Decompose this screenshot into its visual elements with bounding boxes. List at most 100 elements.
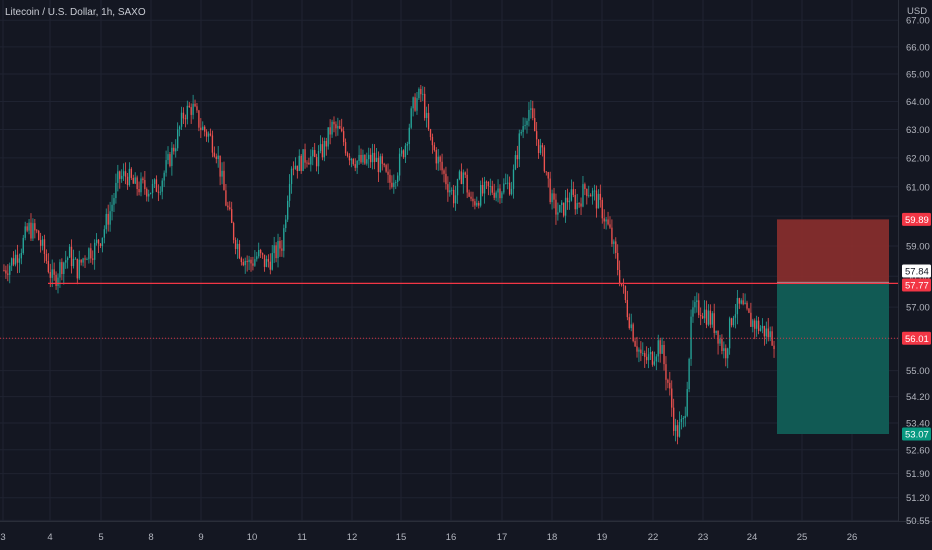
candle-body (665, 364, 667, 380)
candle-body (566, 197, 569, 203)
price-tag-entry (902, 278, 931, 292)
candle-body (5, 270, 7, 274)
x-tick-label: 18 (547, 532, 558, 543)
candle-body (435, 150, 437, 164)
x-tick-label: 22 (648, 532, 659, 543)
x-tick-label: 17 (497, 532, 508, 543)
candle-body (447, 184, 449, 193)
candle-body (617, 252, 619, 271)
candle-body (499, 188, 501, 199)
x-tick-label: 24 (747, 532, 758, 543)
candle-body (445, 173, 447, 185)
candle-body (750, 312, 752, 327)
price-tag-stop (902, 212, 931, 226)
position-zones[interactable] (777, 219, 889, 435)
candle-body (97, 239, 100, 244)
candle-body (192, 103, 194, 115)
candle-body (541, 145, 544, 148)
candle-body (518, 133, 520, 160)
price-tag-label-entry: 57.77 (905, 281, 929, 292)
candle-body (512, 169, 515, 189)
candle-body (194, 103, 196, 107)
price-tag-current (902, 331, 931, 345)
candle-body (763, 325, 766, 337)
candle-body (383, 163, 385, 166)
candle-body (404, 145, 407, 158)
candle-body (688, 359, 690, 390)
candle-body (288, 184, 291, 201)
candle-body (449, 190, 451, 193)
x-tick-label: 16 (446, 532, 457, 543)
level-lines[interactable] (0, 282, 898, 339)
candle-body (418, 88, 420, 99)
candle-body (441, 161, 443, 171)
candle-body (348, 156, 351, 161)
candle-body (358, 154, 360, 161)
candle-body (460, 171, 463, 184)
candle-body (696, 300, 698, 303)
candle-body (692, 307, 694, 317)
candle-body (38, 230, 40, 241)
candle-body (723, 348, 725, 351)
candle-body (63, 262, 65, 274)
candle-body (420, 88, 422, 95)
candle-body (439, 156, 441, 162)
candle-body (562, 202, 565, 216)
candle-body (725, 348, 727, 359)
price-tag-label-mid: 57.84 (905, 267, 929, 278)
candle-body (425, 112, 428, 118)
y-tick-label: 55.00 (906, 366, 930, 377)
candle-body (694, 302, 696, 308)
x-tick-label: 5 (98, 532, 103, 543)
candle-body (680, 419, 683, 422)
candle-body (16, 254, 19, 263)
candle-body (325, 140, 327, 147)
candle-body (647, 354, 650, 361)
candle-body (155, 179, 158, 192)
candle-body (489, 186, 492, 187)
candle-body (86, 259, 88, 261)
candle-body (431, 137, 434, 146)
candle-body (7, 273, 9, 275)
candle-body (180, 112, 183, 127)
candle-body (292, 168, 295, 170)
candle-body (721, 338, 723, 351)
candle-body (99, 243, 102, 247)
candle-body (261, 253, 264, 255)
x-tick-label: 25 (797, 532, 808, 543)
candle-body (61, 262, 63, 274)
candle-body (603, 218, 605, 222)
candle-body (285, 219, 287, 229)
stop-loss-zone[interactable] (777, 219, 889, 284)
candle-body (634, 341, 636, 347)
candle-body (433, 145, 436, 151)
candle-body (49, 272, 51, 278)
candle-body (501, 192, 503, 199)
candle-body (173, 147, 175, 152)
candle-body (601, 199, 603, 219)
take-profit-zone[interactable] (777, 283, 889, 435)
candle-body (379, 156, 381, 173)
price-tag-mid (902, 264, 931, 278)
candle-body (84, 258, 86, 260)
candle-body (719, 338, 721, 344)
currency-label: USD (907, 6, 927, 17)
candle-body (557, 212, 559, 215)
candle-body (684, 415, 686, 419)
candle-body (121, 175, 123, 179)
candle-body (242, 262, 244, 266)
candle-body (200, 127, 202, 130)
candle-body (740, 300, 742, 304)
candle-body (622, 284, 625, 287)
candle-body (377, 157, 380, 173)
candle-body (682, 418, 685, 420)
candle-body (371, 152, 374, 163)
candle-body (472, 198, 474, 202)
candle-body (757, 320, 760, 331)
candle-body (339, 126, 341, 129)
y-tick-label: 62.00 (906, 153, 930, 164)
candle-body (88, 248, 90, 260)
candle-body (481, 185, 484, 194)
